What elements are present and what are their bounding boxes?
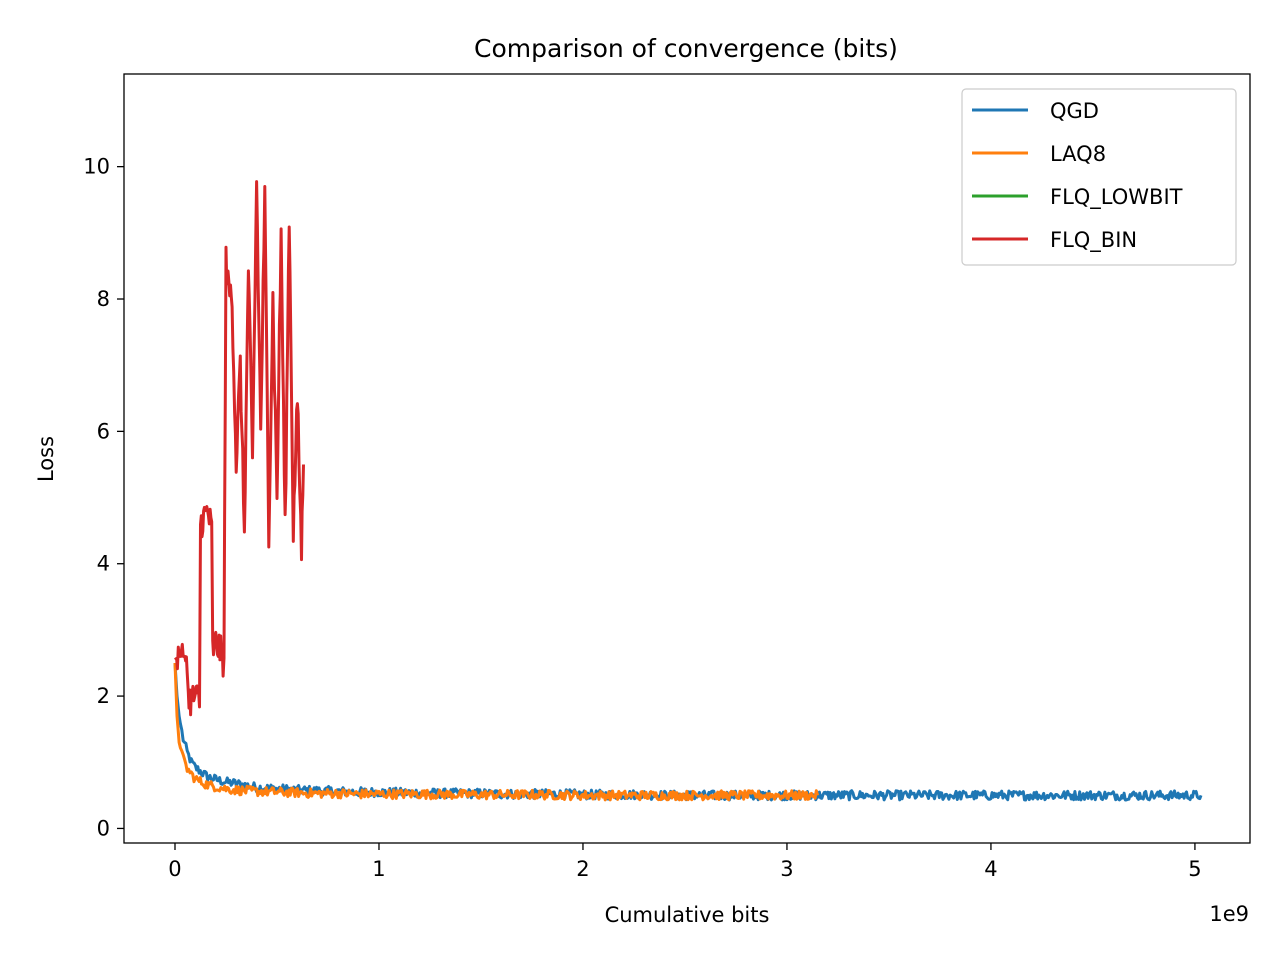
x-axis-label: Cumulative bits — [605, 903, 770, 927]
y-tick-label: 4 — [97, 552, 110, 576]
series-line-laq8 — [173, 662, 820, 802]
y-tick-label: 2 — [97, 684, 110, 708]
series-line-flq-bin — [174, 180, 305, 717]
legend-items: QGD LAQ8 FLQ_LOWBIT FLQ_BIN — [972, 99, 1183, 253]
y-tick-label: 0 — [97, 816, 110, 840]
legend-label: QGD — [1050, 99, 1099, 123]
y-axis-ticks: 0 2 4 6 8 10 — [83, 155, 124, 840]
x-tick-label: 4 — [984, 857, 997, 881]
series-layer — [173, 180, 1203, 802]
legend-box — [961, 88, 1237, 266]
x-axis-offset-label: 1e9 — [1209, 902, 1249, 926]
x-tick-label: 3 — [780, 857, 793, 881]
x-tick-label: 0 — [168, 857, 181, 881]
legend: QGD LAQ8 FLQ_LOWBIT FLQ_BIN — [961, 88, 1237, 266]
y-axis-label: Loss — [34, 436, 58, 482]
legend-label: FLQ_LOWBIT — [1050, 185, 1183, 210]
x-tick-label: 5 — [1188, 857, 1201, 881]
x-axis-ticks: 0 1 2 3 4 5 — [168, 843, 1202, 881]
y-tick-label: 6 — [97, 419, 110, 443]
plot-frame — [123, 73, 1251, 844]
y-tick-label: 8 — [97, 287, 110, 311]
legend-label: FLQ_BIN — [1050, 228, 1137, 253]
chart-title: Comparison of convergence (bits) — [474, 34, 898, 63]
x-tick-label: 2 — [576, 857, 589, 881]
legend-label: LAQ8 — [1050, 142, 1106, 166]
y-tick-label: 10 — [83, 155, 110, 179]
x-tick-label: 1 — [372, 857, 385, 881]
